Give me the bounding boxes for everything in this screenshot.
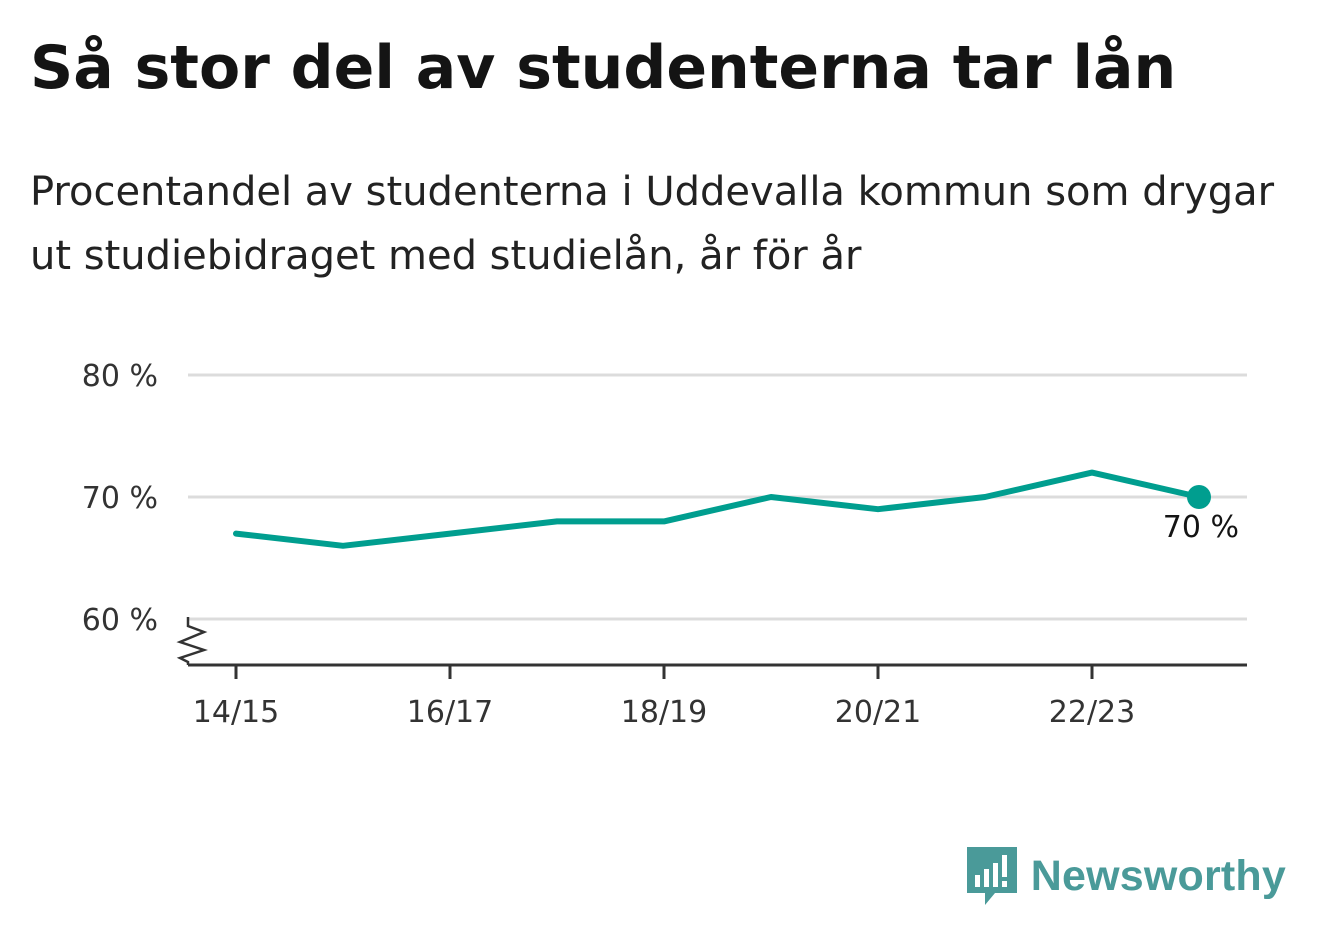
x-tick-label: 18/19 bbox=[621, 695, 707, 730]
chart-title: Så stor del av studenterna tar lån bbox=[30, 33, 1177, 103]
newsworthy-bar-chart-icon bbox=[966, 847, 1017, 905]
y-tick-label: 70 % bbox=[82, 481, 158, 516]
x-axis: 14/15 16/17 18/19 20/21 22/23 bbox=[176, 617, 1247, 730]
x-tick-label: 22/23 bbox=[1049, 695, 1135, 730]
y-axis-tick-labels: 60 % 70 % 80 % bbox=[82, 359, 158, 638]
gridlines bbox=[188, 373, 1247, 621]
x-tick-label: 16/17 bbox=[407, 695, 493, 730]
x-tick-label: 14/15 bbox=[193, 695, 279, 730]
axis-break-icon bbox=[176, 617, 208, 665]
y-tick-label: 80 % bbox=[82, 359, 158, 394]
line-chart: 60 % 70 % 80 % 14/15 16/17 18/19 20/21 22/23 7… bbox=[82, 359, 1247, 730]
series-line bbox=[233, 469, 1202, 549]
newsworthy-logo: Newsworthy bbox=[966, 847, 1286, 905]
end-value-label: 70 % bbox=[1163, 510, 1239, 545]
last-point-marker bbox=[1187, 485, 1211, 509]
x-tick-label: 20/21 bbox=[835, 695, 921, 730]
data-labels: 70 % bbox=[1163, 510, 1239, 545]
chart-subtitle: Procentandel av studenterna i Uddevalla … bbox=[30, 169, 1275, 279]
series-layer bbox=[233, 469, 1211, 549]
y-tick-label: 60 % bbox=[82, 603, 158, 638]
brand-name: Newsworthy bbox=[1030, 851, 1286, 900]
